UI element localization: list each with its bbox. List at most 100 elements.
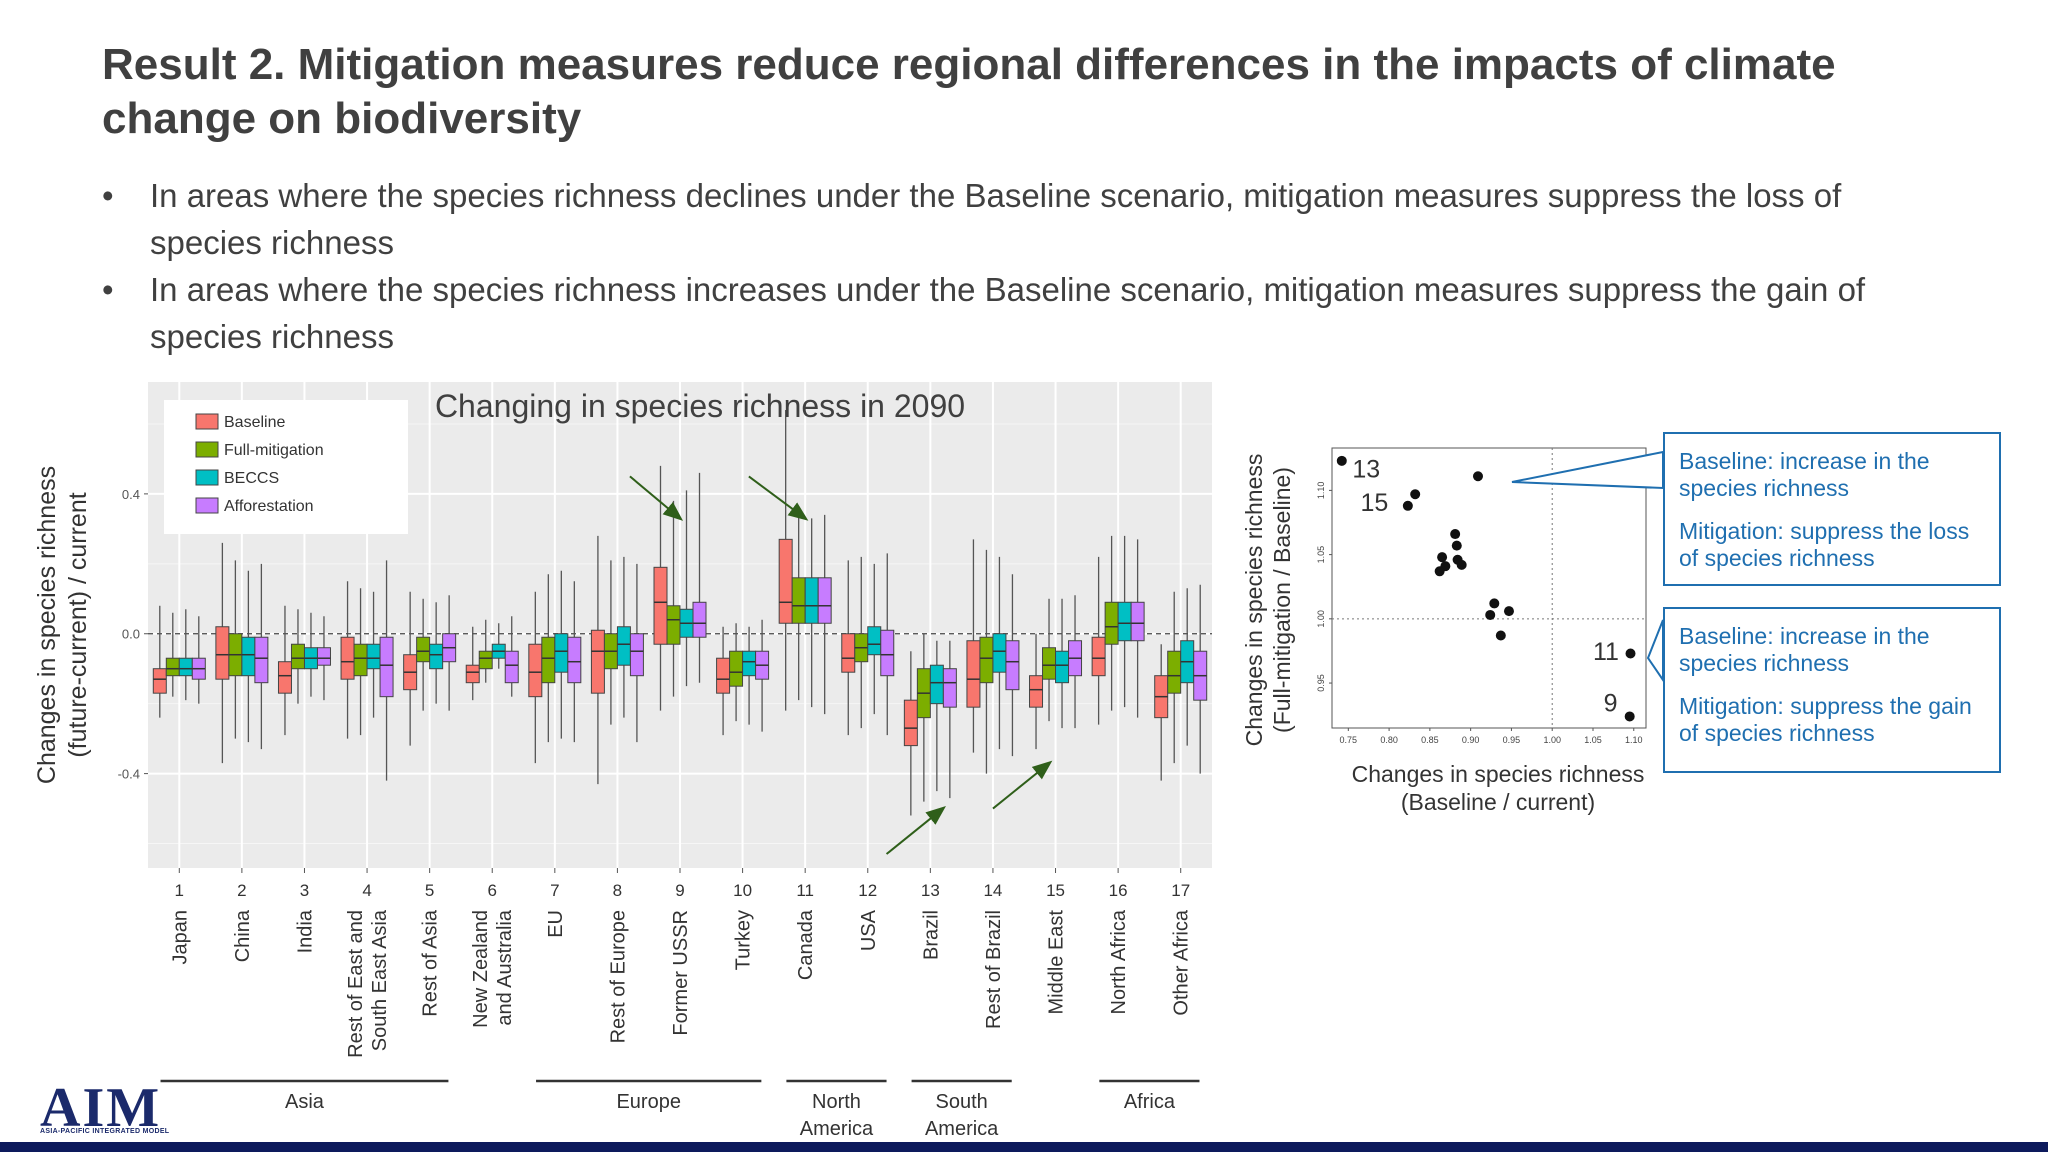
box-afforestation: [629, 633, 644, 677]
box-baseline: [340, 636, 355, 680]
box-full-mitigation: [541, 636, 556, 684]
scatter-x-tick-label: 0.85: [1421, 735, 1439, 745]
y-tick-label: 0.0: [122, 627, 140, 642]
scatter-point: [1450, 529, 1461, 540]
y-axis-label-line: Changes in species richness: [33, 466, 61, 784]
scatter-point: [1485, 609, 1496, 620]
box-full-mitigation: [165, 657, 180, 677]
category-number: 16: [1109, 881, 1128, 900]
legend-swatch: [195, 497, 219, 514]
category-name: Turkey: [733, 910, 755, 970]
box-beccs: [554, 633, 569, 673]
group-label: South: [936, 1091, 988, 1113]
legend-label: Afforestation: [224, 498, 314, 515]
box-afforestation: [379, 636, 394, 698]
scatter-x-axis-label: (Baseline / current): [1401, 789, 1595, 815]
callout-pointer-bottom: [1646, 619, 1664, 684]
box-beccs: [616, 626, 631, 666]
box-beccs: [1055, 650, 1070, 684]
scatter-x-tick-label: 0.95: [1503, 735, 1521, 745]
category-name: Rest of Europe: [607, 910, 629, 1043]
scatter-point: [1456, 559, 1467, 570]
category-number: 11: [796, 881, 814, 900]
trend-arrow: [885, 806, 946, 855]
scatter-x-tick-label: 1.00: [1543, 735, 1561, 745]
scatter-y-tick-label: 1.05: [1316, 546, 1326, 564]
trend-arrow: [629, 475, 684, 521]
category-name-line: North Africa: [1108, 909, 1130, 1014]
box-baseline: [215, 626, 230, 680]
box-afforestation: [504, 650, 519, 684]
category-number: 8: [613, 881, 622, 900]
y-tick-label: -0.4: [118, 767, 140, 782]
category-number: 17: [1171, 881, 1190, 900]
scatter-point-label: 9: [1604, 689, 1618, 717]
scatter-point: [1451, 540, 1462, 551]
box-baseline: [966, 640, 981, 708]
callout-text: Mitigation: suppress the gain of species…: [1679, 693, 1972, 746]
box-baseline: [778, 538, 793, 624]
box-afforestation: [254, 636, 269, 684]
scatter-y-tick-label: 0.95: [1316, 674, 1326, 692]
box-baseline: [1029, 675, 1044, 708]
scatter-y-tick-label: 1.10: [1316, 482, 1326, 500]
scatter-point: [1336, 455, 1347, 466]
box-baseline: [903, 699, 918, 747]
bullet-icon: •: [102, 271, 114, 308]
group-label: Asia: [285, 1091, 325, 1113]
callout-text: Baseline: increase in the species richne…: [1679, 623, 1930, 676]
category-name-line: Japan: [169, 910, 191, 965]
box-full-mitigation: [1167, 650, 1182, 694]
box-beccs: [804, 577, 819, 624]
scatter-point: [1624, 711, 1635, 722]
scatter-point: [1489, 598, 1500, 609]
bullet-item: • In areas where the species richness dec…: [100, 172, 1920, 266]
bullet-text: In areas where the species richness decl…: [150, 177, 1842, 261]
trend-arrow: [992, 760, 1053, 810]
box-afforestation: [880, 629, 895, 677]
box-full-mitigation: [1042, 647, 1057, 680]
category-name: New Zealand and Australia: [470, 909, 516, 1028]
scatter-x-tick-label: 1.05: [1584, 735, 1602, 745]
category-name-line: New Zealand: [470, 910, 492, 1028]
category-number: 10: [733, 881, 752, 900]
scatter-point-label: 15: [1361, 489, 1389, 517]
category-number: 5: [425, 881, 434, 900]
category-name-line: EU: [545, 910, 567, 938]
category-number: 7: [550, 881, 559, 900]
category-number: 6: [488, 881, 497, 900]
box-beccs: [742, 650, 757, 677]
legend-swatch: [195, 413, 219, 430]
scatter-point: [1437, 552, 1448, 563]
scatter-y-axis-label: Changes in species richness(Full-mitigat…: [1241, 454, 1295, 747]
box-baseline: [465, 664, 480, 684]
scatter-x-tick-label: 1.10: [1625, 735, 1643, 745]
box-afforestation: [942, 668, 957, 708]
category-name-line: Middle East: [1046, 910, 1068, 1015]
footer-bar: [0, 1142, 2048, 1152]
scatter-x-tick-label: 0.90: [1462, 735, 1480, 745]
scatter-point: [1472, 471, 1483, 482]
category-name: Other Africa: [1171, 909, 1193, 1015]
slide-title: Result 2. Mitigation measures reduce reg…: [102, 40, 1836, 143]
box-beccs: [1117, 601, 1132, 642]
scatter-y-axis-label-line: (Full-mitigation / Baseline): [1269, 467, 1295, 733]
bullet-icon: •: [102, 177, 114, 214]
scatter-point: [1410, 489, 1421, 500]
box-afforestation: [1005, 640, 1020, 691]
category-number: 2: [237, 881, 246, 900]
category-name: Canada: [795, 909, 817, 980]
legend-label: BECCS: [224, 470, 279, 487]
category-name: Former USSR: [670, 910, 692, 1036]
box-full-mitigation: [666, 605, 681, 645]
scatter-y-axis-label-line: Changes in species richness: [1241, 454, 1267, 747]
logo-text: AIM: [40, 1077, 162, 1139]
scatter-point: [1434, 566, 1445, 577]
box-beccs: [366, 643, 381, 670]
category-name-line: India: [294, 909, 316, 953]
box-full-mitigation: [979, 636, 994, 684]
box-afforestation: [567, 636, 582, 684]
category-name-line: Brazil: [920, 910, 942, 960]
scatter-frame: [1331, 447, 1647, 729]
category-number: 4: [362, 881, 371, 900]
